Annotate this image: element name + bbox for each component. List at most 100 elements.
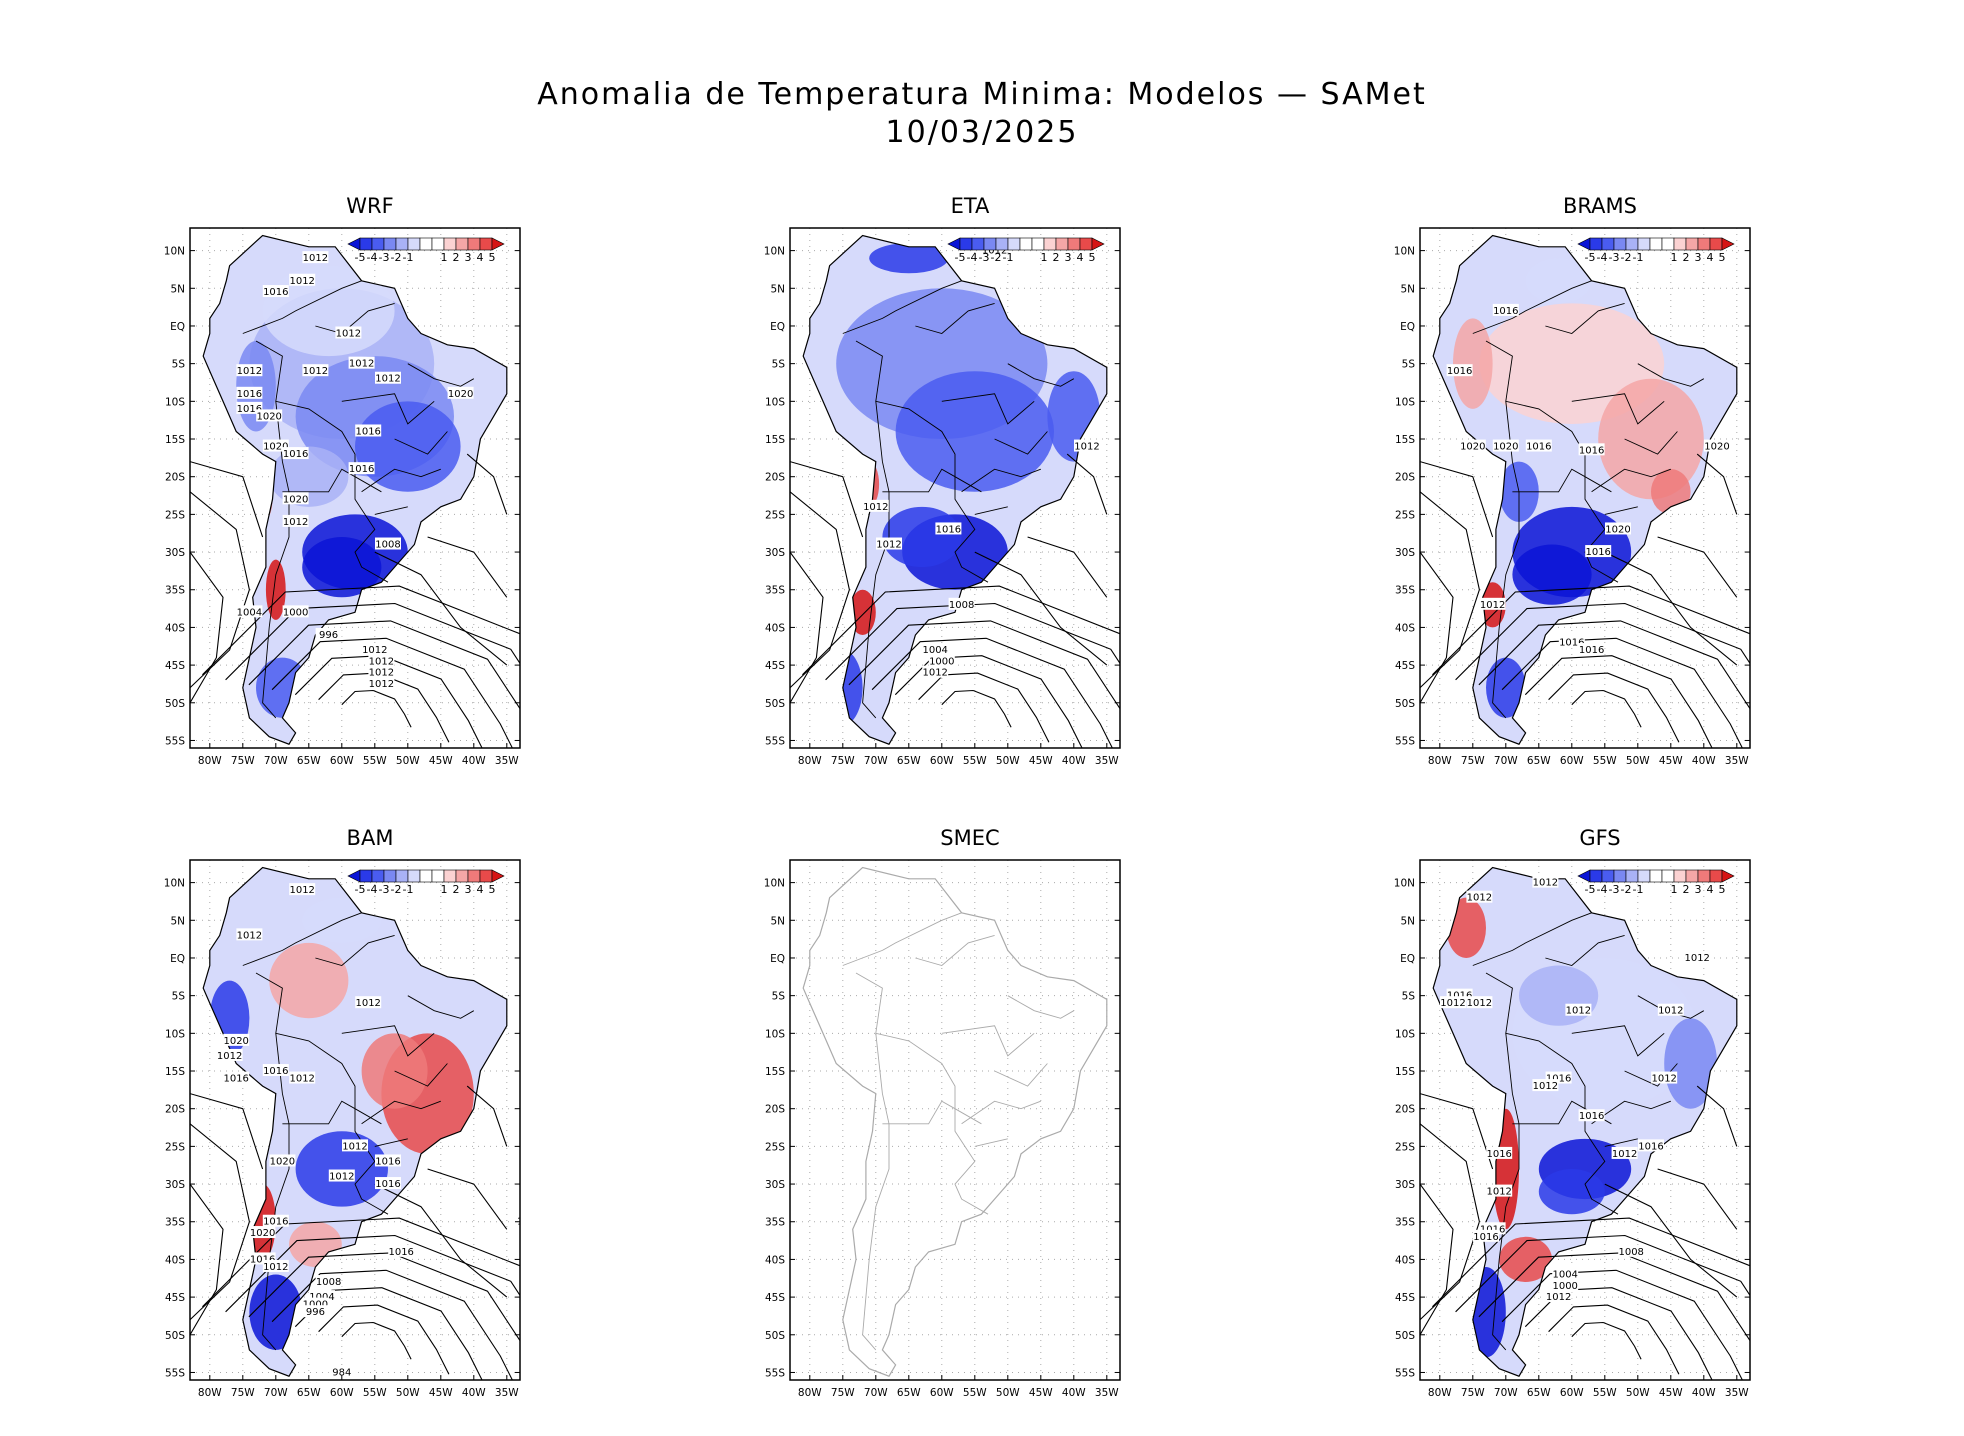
lat-tick-label: 10N — [764, 246, 785, 258]
country-border — [961, 1100, 1041, 1125]
colorbar-swatch — [947, 237, 961, 251]
isobar-label-bg — [1684, 950, 1711, 963]
lat-tick-label: EQ — [170, 953, 185, 965]
isobar-line — [190, 1183, 224, 1336]
isobar-label: 1016 — [1585, 547, 1610, 558]
isobar-label-bg — [1545, 1290, 1572, 1303]
lat-tick-label: 50S — [1395, 1330, 1415, 1342]
isobar-line — [225, 602, 520, 681]
isobar-line — [1027, 536, 1108, 598]
country-border — [1584, 1108, 1619, 1215]
panel-title-gfs: GFS — [1579, 826, 1621, 850]
anomaly-area — [265, 559, 286, 620]
lon-tick-label: 55W — [963, 1387, 987, 1399]
lat-tick-label: 20S — [1395, 1104, 1415, 1116]
lon-tick-label: 55W — [1593, 1387, 1617, 1399]
isobar-label: 1016 — [250, 1254, 275, 1265]
lat-tick-label: 10N — [1394, 878, 1415, 890]
lon-tick-label: 65W — [897, 755, 921, 767]
colorbar-swatch — [467, 869, 481, 883]
isobars — [1420, 453, 1750, 748]
country-border — [1505, 401, 1520, 492]
isobar-label: 1012 — [369, 668, 394, 679]
lat-tick-label: 10N — [164, 878, 185, 890]
lon-tick-label: 35W — [1095, 1387, 1119, 1399]
anomaly-area — [882, 506, 962, 568]
colorbar-swatch — [1649, 869, 1663, 883]
isobar-label: 1016 — [1638, 1141, 1663, 1152]
isobar-label-bg — [447, 386, 474, 399]
isobar-line — [1420, 1093, 1494, 1170]
anomaly-area — [1486, 657, 1526, 718]
map-wrf: 1012101210161012101210121012101210201016… — [164, 227, 521, 767]
country-border — [1505, 1033, 1520, 1124]
country-border — [374, 506, 408, 515]
isobar-label: 1016 — [1559, 637, 1584, 648]
isobar-label: 1016 — [375, 1179, 400, 1190]
lat-tick-label: 5N — [170, 915, 185, 927]
colorbar-label: 2 — [453, 251, 460, 264]
lon-tick-label: 80W — [1428, 1387, 1452, 1399]
colorbar-label: 5 — [489, 251, 496, 264]
isobar-label-bg — [348, 356, 375, 369]
colorbar-swatch — [959, 237, 973, 251]
isobar-line — [790, 491, 850, 689]
isobar-label: 1000 — [1552, 1281, 1577, 1292]
isobar-label: 1012 — [876, 540, 901, 551]
lat-tick-label: 55S — [765, 735, 785, 747]
isobar-label: 1016 — [1579, 445, 1604, 456]
colorbar-swatch — [419, 237, 433, 251]
isobar-label-bg — [262, 285, 289, 298]
colorbar-label: -5 — [355, 883, 366, 896]
lat-tick-label: 10N — [1394, 246, 1415, 258]
lat-tick-label: 25S — [765, 1141, 785, 1153]
isobar-label-bg — [1479, 597, 1506, 610]
lon-tick-label: 70W — [864, 1387, 888, 1399]
panel-wrf: WRF 1012 1012 1016 1012 1012 1012 1012 1012 1020 1… — [130, 194, 610, 784]
colorbar-swatch — [1601, 869, 1615, 883]
isobar-label: 1008 — [1618, 1247, 1643, 1258]
isobar-line — [427, 1168, 508, 1230]
colorbar-label: 2 — [1683, 251, 1690, 264]
country-border — [1492, 1123, 1520, 1351]
isobar-label: 1012 — [1486, 1187, 1511, 1198]
anomaly-area — [1664, 1018, 1717, 1109]
country-border — [1571, 393, 1665, 425]
country-border — [315, 302, 395, 334]
map-frame — [789, 227, 1121, 749]
map-frame — [1419, 227, 1751, 749]
lon-tick-label: 80W — [198, 1387, 222, 1399]
isobar-label: 1020 — [256, 411, 281, 422]
isobar-label: 1020 — [1704, 442, 1729, 453]
colorbar-label: 3 — [1065, 251, 1072, 264]
isobar-label: 1012 — [1658, 1006, 1683, 1017]
isobar-label-bg — [1074, 439, 1100, 452]
isobar-line — [1657, 536, 1738, 598]
lat-tick-label: 50S — [765, 698, 785, 710]
isobar-label: 1016 — [1579, 645, 1604, 656]
lon-tick-label: 35W — [1725, 755, 1749, 767]
colorbar-swatch — [1589, 237, 1603, 251]
country-border — [341, 1025, 435, 1057]
lon-tick-label: 55W — [363, 1387, 387, 1399]
isobar-label: 1012 — [303, 253, 328, 264]
isobar-line — [341, 1321, 412, 1360]
isobar-line — [1478, 620, 1750, 710]
colorbar: -5 -4 -3 -2 -1 1 2 3 4 5 — [947, 237, 1105, 264]
isobar-line — [190, 1093, 264, 1170]
colorbar-label: 5 — [1719, 883, 1726, 896]
isobar-label: 1012 — [1467, 893, 1492, 904]
isobar-label: 1012 — [1533, 878, 1558, 889]
lon-tick-label: 40W — [1062, 755, 1086, 767]
isobar-label-bg — [1611, 1146, 1638, 1159]
country-border — [1007, 995, 1075, 1019]
lon-tick-label: 75W — [231, 1387, 255, 1399]
country-border — [394, 431, 448, 455]
colorbar-swatch — [443, 869, 457, 883]
isobar-label: 1016 — [1447, 366, 1472, 377]
lon-tick-label: 45W — [1659, 755, 1683, 767]
map-frame — [189, 859, 521, 1381]
isobar-line — [271, 637, 513, 748]
isobar-label: 984 — [332, 1367, 351, 1378]
